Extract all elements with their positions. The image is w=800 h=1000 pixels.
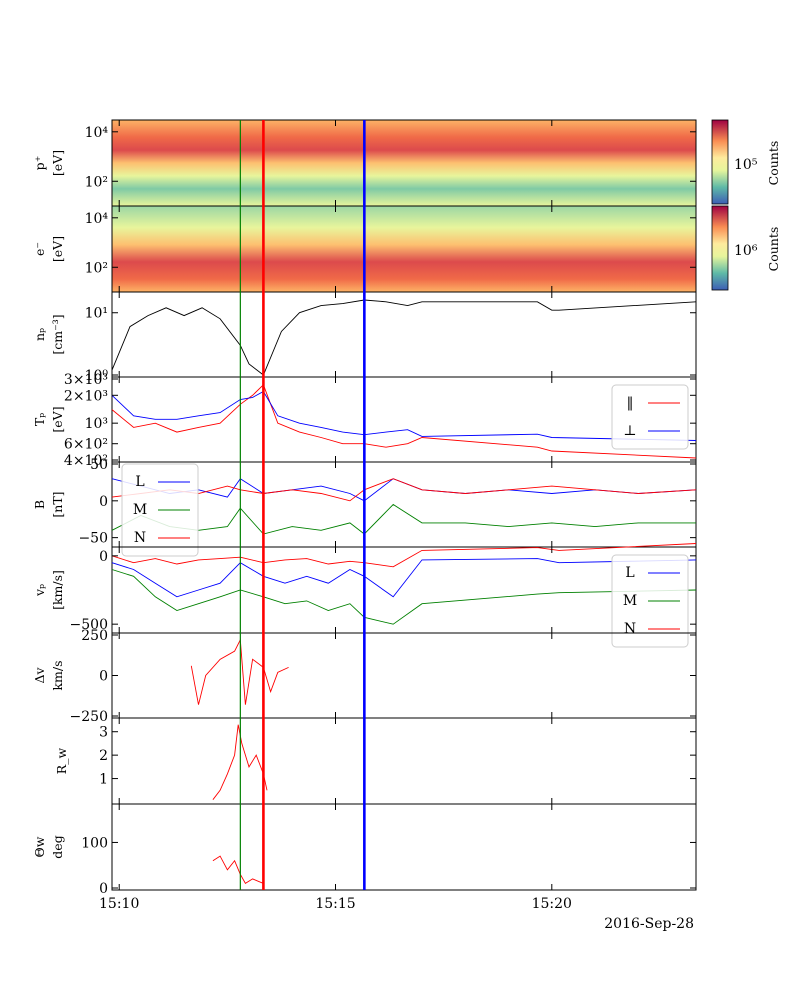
tp-ytick-label: 10³ — [85, 416, 108, 432]
e_spec-colorbar — [711, 205, 729, 291]
dv-series-line — [190, 638, 289, 705]
b-series-s1 — [111, 503, 696, 535]
np-series-line — [111, 299, 697, 376]
dv-ylabel-1: km/s — [50, 660, 65, 690]
tp-ytick-label: 2×10³ — [64, 388, 108, 404]
e_spec-ylabel-1: [eV] — [50, 236, 65, 262]
tp-ylabel-1: [eV] — [50, 406, 65, 432]
vp-ylabel-0: vₚ — [32, 584, 47, 597]
tp-ylabel-0: Tₚ — [32, 413, 47, 426]
tp-legend-label: ⊥ — [623, 423, 636, 439]
rw-ytick-label: 1 — [99, 772, 108, 788]
b-ytick-label: 50 — [90, 457, 108, 473]
b-ytick-label: −50 — [78, 531, 108, 547]
vp-ytick-label: −500 — [70, 617, 108, 633]
x-axis: 15:10 15:15 15:20 — [99, 896, 572, 912]
x-tick-label: 15:15 — [315, 896, 355, 912]
tp-frame — [111, 376, 697, 463]
b-ylabel-0: B — [32, 500, 47, 509]
b-ylabel-1: [nT] — [50, 491, 65, 517]
panel-th: 0 100 Θw deg — [32, 803, 697, 897]
b-series-s0 — [111, 478, 697, 502]
tp-ytick-label: 6×10² — [64, 437, 108, 453]
vp-series-s2 — [111, 543, 697, 568]
x-tick-label: 15:20 — [532, 896, 572, 912]
dv-ylabel-0: Δv — [32, 667, 47, 684]
b-ytick-label: 0 — [99, 494, 108, 510]
p_spec-ylabel-1: [eV] — [50, 150, 65, 176]
th-ylabel-0: Θw — [32, 836, 47, 857]
panel-rw: 1 2 3 R_w — [54, 717, 697, 805]
tp-legend-box — [611, 384, 689, 450]
panel-b: 50 0 −50 B [nT] LMN — [32, 457, 697, 557]
np-ytick-label: 10⁰ — [85, 368, 109, 384]
p_spec-heatmap — [112, 120, 696, 206]
e_spec-ylabel-0: e⁻ — [32, 242, 47, 256]
e_spec-colorbar-tick: 10⁶ — [734, 243, 758, 259]
e_spec-ytick-label: 10² — [85, 260, 108, 276]
vp-series-s0 — [111, 558, 697, 598]
e_spec-ytick-label: 10⁴ — [85, 211, 109, 227]
tp-series-s0 — [111, 383, 697, 459]
dv-frame — [111, 632, 697, 719]
p_spec-ytick-label: 10⁴ — [85, 125, 109, 141]
rw-frame — [111, 717, 697, 805]
dv-ytick-label: −250 — [70, 709, 108, 725]
b-legend-label: M — [133, 502, 147, 518]
vp-ylabel-1: [km/s] — [50, 570, 65, 610]
vertical-markers — [239, 120, 366, 890]
np-ylabel-1: [cm⁻³] — [50, 314, 65, 354]
th-ylabel-1: deg — [50, 835, 65, 858]
np-ylabel-0: nₚ — [32, 328, 47, 341]
tp-legend-label: ‖ — [627, 395, 634, 411]
panel-np: 10⁰ 10¹ nₚ [cm⁻³] — [32, 291, 697, 384]
vp-ytick-label: 0 — [99, 549, 108, 565]
vp-legend-label: M — [623, 593, 637, 609]
rw-ylabel-0: R_w — [54, 748, 69, 775]
vp-series-s1 — [111, 569, 697, 625]
b-legend-label: L — [135, 474, 144, 490]
e_spec-colorbar-label: Counts — [766, 227, 781, 272]
p_spec-ytick-label: 10² — [85, 174, 108, 190]
tp-ytick-label: 3×10³ — [64, 372, 108, 388]
th-ytick-label: 0 — [99, 881, 108, 897]
rw-ytick-label: 3 — [99, 725, 108, 741]
b-frame — [111, 461, 697, 548]
vp-legend-label: L — [625, 565, 634, 581]
x-tick-label: 15:10 — [99, 896, 139, 912]
p_spec-colorbar — [711, 119, 729, 205]
tp-series-s1 — [111, 390, 697, 441]
p_spec-colorbar-tick: 10⁵ — [734, 157, 758, 173]
th-frame — [111, 803, 697, 891]
rw-ytick-label: 2 — [99, 748, 108, 764]
dv-ytick-label: 0 — [99, 669, 108, 685]
panel-p_spec: 10⁵ Counts 10² 10⁴ p⁺ [eV] — [32, 119, 781, 207]
dv-ytick-label: 250 — [81, 628, 108, 644]
tp-ytick-label: 4×10² — [64, 453, 108, 469]
th-series-line — [212, 855, 264, 885]
panel-e_spec: 10⁶ Counts 10² 10⁴ e⁻ [eV] — [32, 205, 781, 293]
th-ytick-label: 100 — [81, 835, 108, 851]
date-label: 2016-Sep-28 — [604, 916, 694, 932]
panel-vp: 0 −500 vₚ [km/s] LMN — [32, 543, 697, 648]
p_spec-ylabel-0: p⁺ — [32, 156, 47, 171]
p_spec-colorbar-label: Counts — [766, 141, 781, 186]
b-legend-label: N — [134, 530, 146, 546]
e_spec-heatmap — [112, 206, 696, 292]
vp-legend-label: N — [624, 621, 636, 637]
np-ytick-label: 10¹ — [85, 306, 108, 322]
